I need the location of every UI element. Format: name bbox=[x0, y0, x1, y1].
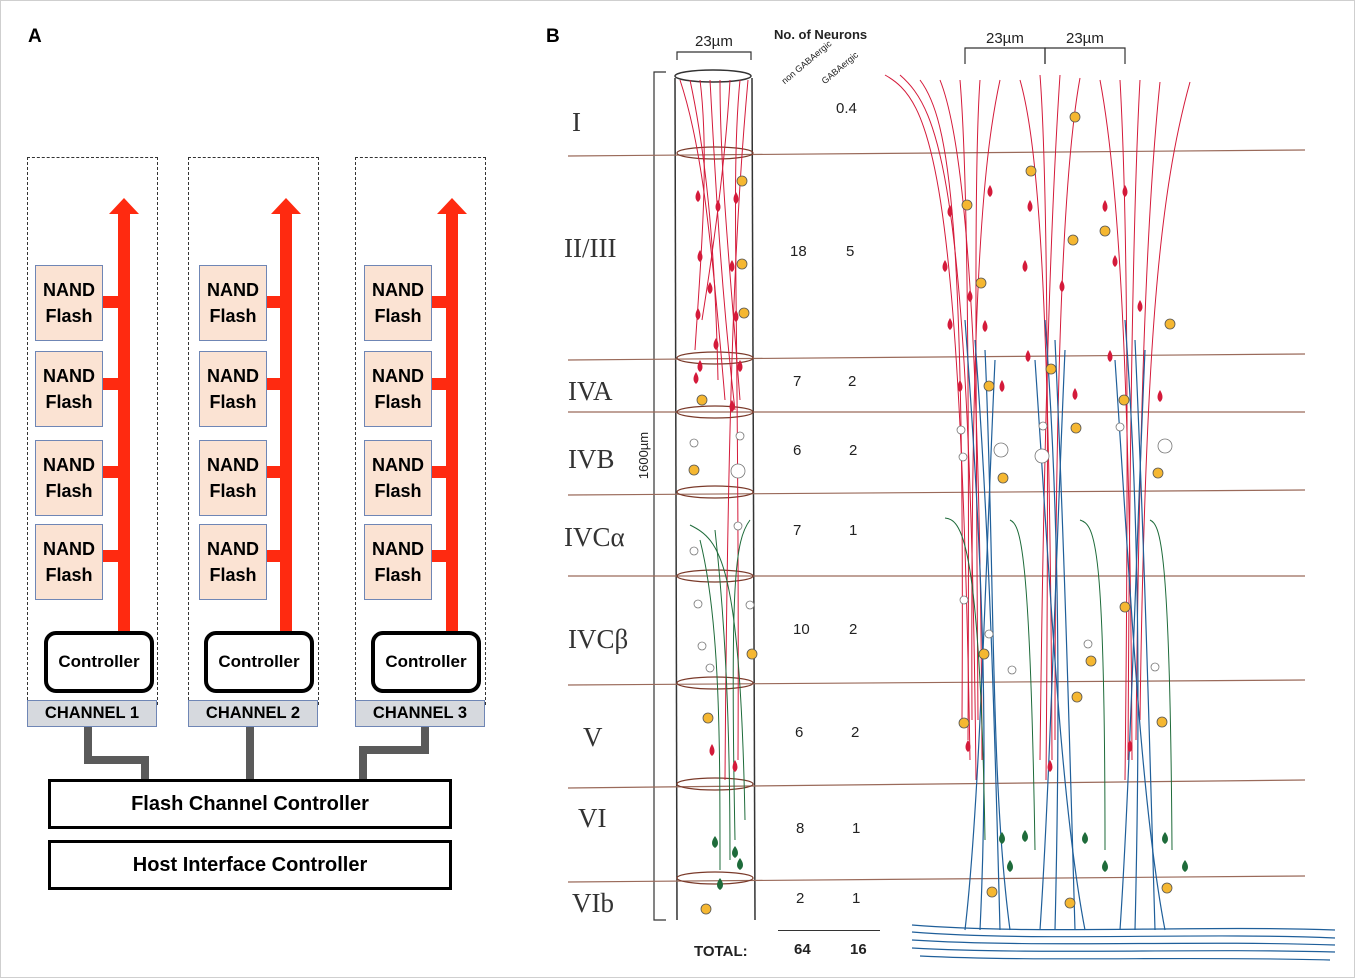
non-gaba-count: 7 bbox=[793, 522, 802, 539]
non-gaba-count: 7 bbox=[793, 373, 802, 390]
layer-name: VIb bbox=[572, 888, 614, 918]
gaba-count: 1 bbox=[849, 522, 858, 539]
host-interface-controller: Host Interface Controller bbox=[48, 840, 452, 890]
channel-3-label: CHANNEL 3 bbox=[355, 700, 485, 727]
channel-wires bbox=[84, 726, 429, 782]
nand-flash-2-2: NAND Flash bbox=[199, 351, 267, 427]
panel-b-label: B bbox=[546, 26, 560, 47]
channel-1-label: CHANNEL 1 bbox=[27, 700, 157, 727]
channel-3-bus bbox=[423, 198, 467, 634]
layer-name: II/III bbox=[564, 233, 617, 263]
layer-name: IVCβ bbox=[568, 624, 629, 654]
depth-label: 1600µm bbox=[636, 431, 652, 480]
column-width-label: 23µm bbox=[695, 33, 733, 50]
nand-flash-1-2: NAND Flash bbox=[35, 351, 103, 427]
flash-channel-controller: Flash Channel Controller bbox=[48, 779, 452, 829]
gaba-count: 2 bbox=[849, 442, 858, 459]
nand-flash-1-1: NAND Flash bbox=[35, 265, 103, 341]
gaba-count: 1 bbox=[852, 890, 861, 907]
gaba-count: 2 bbox=[851, 724, 860, 741]
total-non-gaba: 64 bbox=[794, 941, 811, 958]
gaba-count: 2 bbox=[848, 373, 857, 390]
nand-flash-3-3: NAND Flash bbox=[364, 440, 432, 516]
non-gaba-count: 18 bbox=[790, 243, 807, 260]
neuron-markers bbox=[688, 111, 1188, 915]
cortical-column-drawing bbox=[567, 47, 1336, 961]
panel-a-label: A bbox=[28, 26, 42, 47]
nand-flash-3-4: NAND Flash bbox=[364, 524, 432, 600]
wire-channel-3 bbox=[359, 726, 429, 782]
layer-name: VI bbox=[578, 803, 607, 833]
layer-name: IVCα bbox=[564, 522, 625, 552]
total-rule bbox=[778, 930, 880, 931]
gaba-count: 2 bbox=[849, 621, 858, 638]
nand-flash-1-3: NAND Flash bbox=[35, 440, 103, 516]
channel-2-label: CHANNEL 2 bbox=[188, 700, 318, 727]
layer-name: I bbox=[572, 107, 581, 137]
nand-flash-2-1: NAND Flash bbox=[199, 265, 267, 341]
channel-1-bus bbox=[95, 198, 139, 634]
controller-1: Controller bbox=[44, 631, 154, 693]
nand-flash-1-4: NAND Flash bbox=[35, 524, 103, 600]
non-gaba-count: 8 bbox=[796, 820, 805, 837]
non-gaba-count: 10 bbox=[793, 621, 810, 638]
total-gaba: 16 bbox=[850, 941, 867, 958]
nand-flash-3-2: NAND Flash bbox=[364, 351, 432, 427]
nand-flash-2-4: NAND Flash bbox=[199, 524, 267, 600]
controller-3: Controller bbox=[371, 631, 481, 693]
non-gaba-count: 2 bbox=[796, 890, 805, 907]
layer-name: IVA bbox=[568, 376, 613, 406]
neuron-count-header: No. of Neurons bbox=[774, 27, 868, 42]
controller-2: Controller bbox=[204, 631, 314, 693]
non-gaba-count: 6 bbox=[793, 442, 802, 459]
layer-name: V bbox=[583, 722, 603, 752]
nand-flash-3-1: NAND Flash bbox=[364, 265, 432, 341]
total-label: TOTAL: bbox=[694, 943, 748, 960]
right-width-label-1: 23µm bbox=[986, 30, 1024, 47]
layer-name: IVB bbox=[568, 444, 615, 474]
non-gaba-count: 6 bbox=[795, 724, 804, 741]
right-width-label-2: 23µm bbox=[1066, 30, 1104, 47]
gaba-count: 0.4 bbox=[836, 100, 857, 117]
nand-flash-2-3: NAND Flash bbox=[199, 440, 267, 516]
gaba-count: 1 bbox=[852, 820, 861, 837]
wire-channel-1 bbox=[84, 726, 149, 782]
gaba-count: 5 bbox=[846, 243, 855, 260]
